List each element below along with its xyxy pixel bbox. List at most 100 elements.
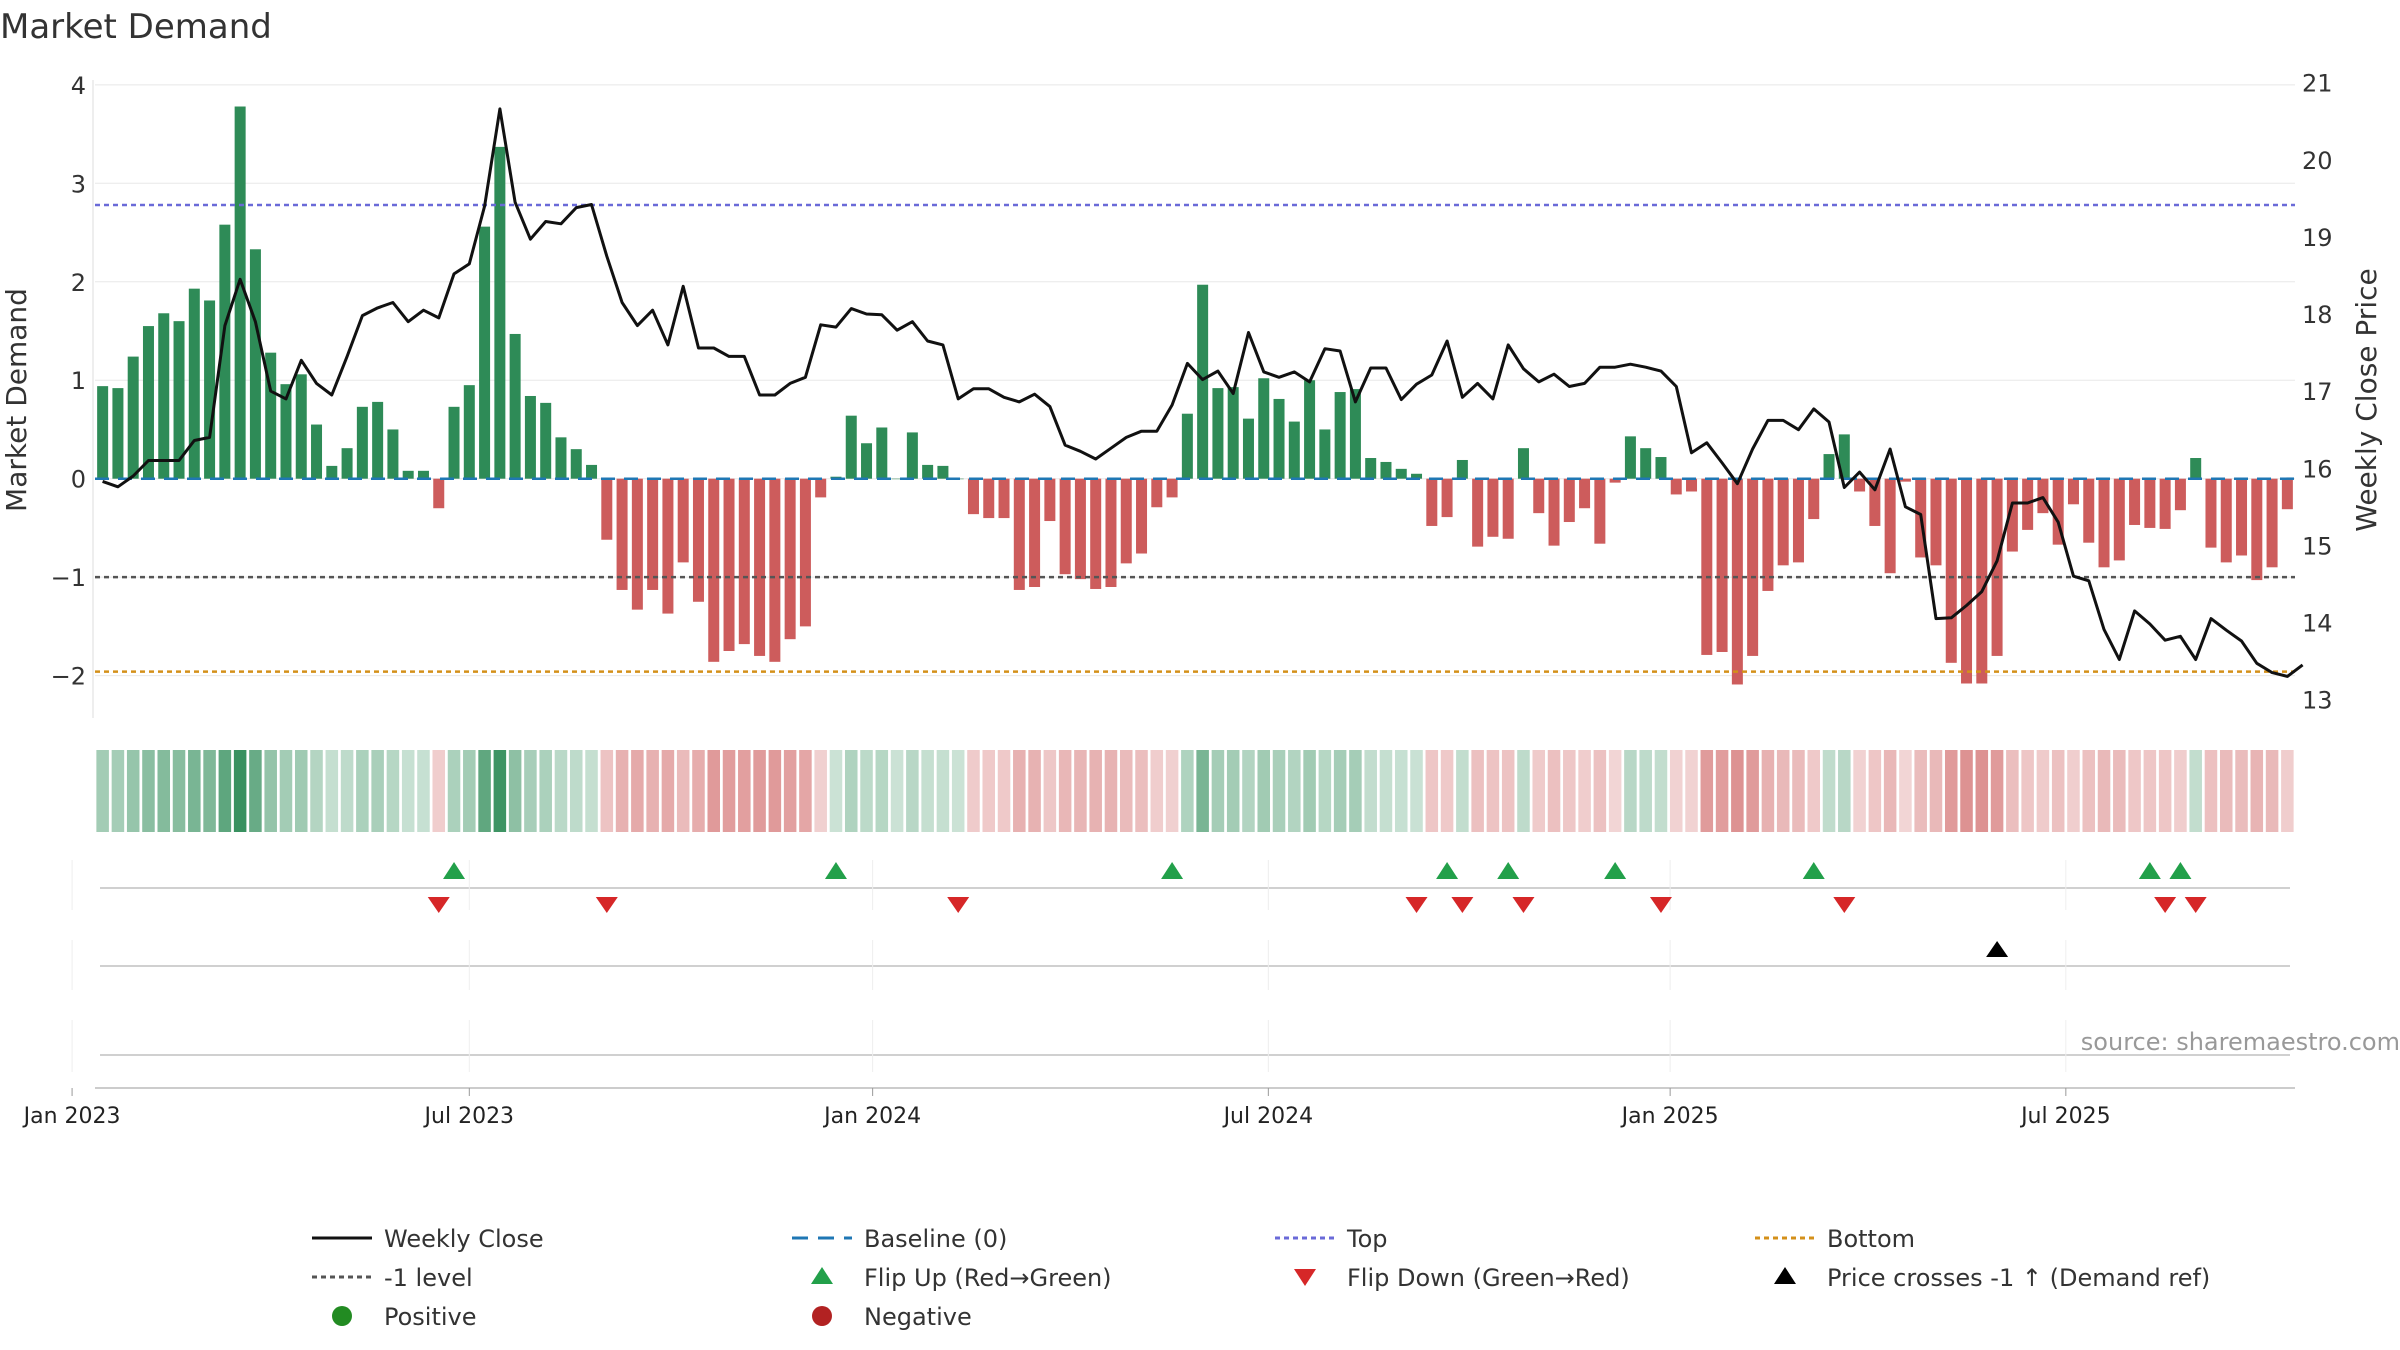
- demand-bar: [158, 313, 170, 479]
- flip-down-marker: [595, 897, 618, 913]
- y-tick-right: 13: [2302, 687, 2333, 715]
- heat-cell: [1501, 750, 1515, 832]
- x-tick-label: Jul 2025: [2019, 1104, 2111, 1129]
- heat-cell: [1013, 750, 1026, 832]
- demand-bar: [1288, 421, 1300, 479]
- heat-cell: [1792, 750, 1805, 832]
- demand-bar: [2220, 478, 2232, 563]
- heat-cell: [783, 750, 797, 832]
- heat-cell: [1211, 750, 1225, 832]
- heat-cell: [1960, 750, 1973, 832]
- heat-cell: [1654, 750, 1668, 832]
- demand-bar: [1013, 478, 1025, 590]
- demand-bar: [2236, 478, 2248, 556]
- demand-bar: [1090, 478, 1102, 589]
- demand-bar: [1747, 478, 1759, 656]
- demand-bar: [586, 464, 598, 479]
- heat-cell: [1394, 750, 1408, 832]
- demand-bar: [2067, 478, 2079, 505]
- heat-cell: [1731, 750, 1744, 832]
- heat-cell: [1028, 750, 1041, 832]
- heat-cell: [814, 750, 827, 832]
- heat-cell: [188, 750, 201, 832]
- demand-bar: [540, 402, 552, 479]
- heat-cell: [417, 750, 430, 832]
- demand-bar: [662, 478, 674, 614]
- heat-cell: [738, 750, 751, 832]
- heat-cell: [906, 750, 919, 832]
- demand-bar: [845, 415, 857, 479]
- demand-bar: [738, 478, 750, 645]
- demand-bar: [1838, 434, 1850, 479]
- heat-cell: [936, 750, 950, 832]
- heat-cell: [126, 750, 140, 832]
- heat-cell: [1944, 750, 1958, 832]
- y-tick-right: 21: [2302, 70, 2333, 98]
- demand-bar: [326, 465, 338, 479]
- heat-cell: [1196, 750, 1209, 832]
- heat-cell: [478, 750, 491, 832]
- heat-cell: [1914, 750, 1927, 832]
- heat-cell: [2143, 750, 2157, 832]
- heat-cell: [294, 750, 308, 832]
- demand-bar: [433, 478, 445, 509]
- heat-cell: [1242, 750, 1255, 832]
- demand-bar: [1899, 478, 1911, 482]
- heat-cell: [875, 750, 889, 832]
- demand-bar: [769, 478, 781, 662]
- y-tick-right: 14: [2302, 609, 2333, 637]
- x-tick-label: Jan 2025: [1620, 1104, 1719, 1129]
- legend-swatch-flip-down: [1294, 1269, 1316, 1286]
- demand-bar: [799, 478, 811, 627]
- heat-cell: [508, 750, 522, 832]
- demand-bar: [1609, 478, 1621, 483]
- heat-cell: [768, 750, 782, 832]
- demand-bar: [204, 300, 216, 479]
- heat-cell: [2113, 750, 2126, 832]
- x-tick-label: Jan 2023: [22, 1104, 121, 1129]
- demand-bar: [2159, 478, 2171, 529]
- heat-cell: [2006, 750, 2019, 832]
- demand-bar: [2205, 478, 2217, 548]
- legend-swatch-negative: [812, 1306, 832, 1326]
- flip-up-marker: [824, 862, 847, 879]
- legend-label-baseline: Baseline (0): [864, 1225, 1007, 1253]
- flip-down-marker: [1649, 897, 1672, 913]
- heat-cell: [1379, 750, 1393, 832]
- demand-bar: [2251, 478, 2263, 581]
- demand-bar: [1059, 478, 1071, 575]
- demand-bar: [509, 333, 521, 479]
- chart-title: Market Demand: [0, 7, 272, 47]
- heat-cell: [2265, 750, 2279, 832]
- heat-cell: [676, 750, 690, 832]
- demand-bar: [463, 385, 475, 479]
- demand-bar: [173, 321, 185, 479]
- demand-bar: [479, 226, 491, 479]
- y-tick-right: 20: [2302, 147, 2333, 175]
- heat-cell: [218, 750, 232, 832]
- demand-bar: [1670, 478, 1682, 495]
- heat-cell: [325, 750, 339, 832]
- heat-cell: [997, 750, 1011, 832]
- flip-down-marker: [1833, 897, 1856, 913]
- demand-bar: [387, 429, 399, 479]
- heat-cell: [1990, 750, 2004, 832]
- legend-label-negative: Negative: [864, 1303, 972, 1331]
- weekly-close-line: [102, 107, 2304, 678]
- heat-cell: [1486, 750, 1500, 832]
- heat-cell: [2158, 750, 2172, 832]
- flip-up-marker: [443, 862, 466, 879]
- demand-bar: [1044, 478, 1056, 522]
- heat-cell: [631, 750, 644, 832]
- demand-bar: [754, 478, 766, 656]
- demand-bar: [2037, 478, 2049, 514]
- heat-cell: [1547, 750, 1561, 832]
- demand-bar: [1533, 478, 1545, 514]
- demand-bar: [249, 249, 261, 479]
- flip-down-marker: [2184, 897, 2207, 913]
- demand-bar: [861, 443, 873, 479]
- y-tick-left: 4: [71, 72, 86, 100]
- demand-bar: [1181, 413, 1193, 479]
- demand-bar: [311, 424, 323, 479]
- y-tick-left: 2: [71, 269, 86, 297]
